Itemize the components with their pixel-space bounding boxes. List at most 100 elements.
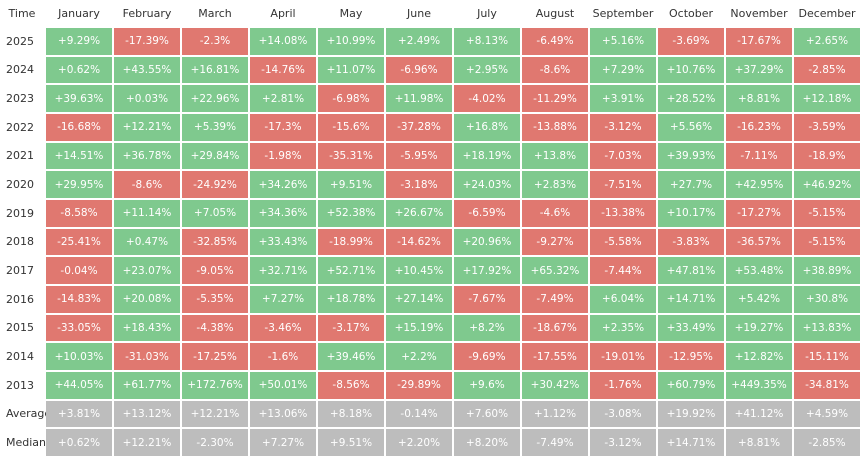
return-cell: -5.15% — [794, 199, 860, 227]
return-cell: +9.51% — [318, 171, 384, 198]
return-cell: +20.96% — [454, 228, 520, 256]
row-label: 2013 — [0, 371, 44, 399]
return-cell: -9.27% — [522, 228, 588, 256]
return-cell: -15.6% — [318, 113, 384, 141]
header-month: October — [658, 0, 724, 26]
return-cell: -19.01% — [590, 343, 656, 370]
summary-cell: +9.51% — [318, 429, 384, 456]
return-cell: -3.59% — [794, 113, 860, 141]
return-cell: -1.76% — [590, 371, 656, 399]
return-cell: +15.19% — [386, 314, 452, 342]
return-cell: -3.69% — [658, 28, 724, 55]
return-cell: -5.58% — [590, 228, 656, 256]
return-cell: +20.08% — [114, 285, 180, 313]
return-cell: -17.25% — [182, 343, 248, 370]
return-cell: -1.98% — [250, 142, 316, 170]
row-label: 2022 — [0, 113, 44, 141]
return-cell: +28.52% — [658, 85, 724, 112]
summary-cell: +7.27% — [250, 429, 316, 456]
return-cell: +12.82% — [726, 343, 792, 370]
return-cell: +27.14% — [386, 285, 452, 313]
summary-cell: +8.18% — [318, 400, 384, 428]
return-cell: -9.69% — [454, 343, 520, 370]
return-cell: -5.35% — [182, 285, 248, 313]
row-label: 2017 — [0, 257, 44, 284]
summary-cell: +7.60% — [454, 400, 520, 428]
return-cell: -17.67% — [726, 28, 792, 55]
return-cell: -1.6% — [250, 343, 316, 370]
summary-cell: -3.08% — [590, 400, 656, 428]
return-cell: +18.19% — [454, 142, 520, 170]
row-label: 2023 — [0, 85, 44, 112]
return-cell: -31.03% — [114, 343, 180, 370]
row-label: Median — [0, 429, 46, 456]
return-cell: +27.7% — [658, 171, 724, 198]
return-cell: +10.76% — [658, 56, 724, 84]
return-cell: +9.6% — [454, 371, 520, 399]
return-cell: +5.39% — [182, 113, 248, 141]
summary-cell: +1.12% — [522, 400, 588, 428]
return-cell: -13.38% — [590, 199, 656, 227]
return-cell: -8.58% — [46, 199, 112, 227]
return-cell: +18.43% — [114, 314, 180, 342]
return-cell: +13.8% — [522, 142, 588, 170]
return-cell: +2.49% — [386, 28, 452, 55]
return-cell: -18.67% — [522, 314, 588, 342]
return-cell: -2.85% — [794, 56, 860, 84]
return-cell: +19.27% — [726, 314, 792, 342]
return-cell: -36.57% — [726, 228, 792, 256]
return-cell: +5.56% — [658, 113, 724, 141]
return-cell: +2.65% — [794, 28, 860, 55]
return-cell: +14.71% — [658, 285, 724, 313]
return-cell: +9.29% — [46, 28, 112, 55]
row-label: 2014 — [0, 343, 44, 370]
return-cell: -11.29% — [522, 85, 588, 112]
return-cell: +61.77% — [114, 371, 180, 399]
return-cell: +0.62% — [46, 56, 112, 84]
header-month: January — [46, 0, 112, 26]
return-cell: +33.49% — [658, 314, 724, 342]
return-cell: +7.27% — [250, 285, 316, 313]
return-cell: -6.98% — [318, 85, 384, 112]
return-cell: -0.04% — [46, 257, 112, 284]
return-cell: +0.47% — [114, 228, 180, 256]
row-label: 2020 — [0, 171, 44, 198]
return-cell: +14.51% — [46, 142, 112, 170]
return-cell: +172.76% — [182, 371, 248, 399]
return-cell: +11.14% — [114, 199, 180, 227]
return-cell: -7.11% — [726, 142, 792, 170]
return-cell: +33.43% — [250, 228, 316, 256]
summary-cell: +3.81% — [46, 400, 112, 428]
return-cell: +36.78% — [114, 142, 180, 170]
return-cell: -7.67% — [454, 285, 520, 313]
return-cell: -34.81% — [794, 371, 860, 399]
summary-cell: -0.14% — [386, 400, 452, 428]
return-cell: +34.26% — [250, 171, 316, 198]
summary-cell: +14.71% — [658, 429, 724, 456]
return-cell: -33.05% — [46, 314, 112, 342]
return-cell: -4.6% — [522, 199, 588, 227]
return-cell: +42.95% — [726, 171, 792, 198]
row-label: 2025 — [0, 28, 44, 55]
return-cell: +12.18% — [794, 85, 860, 112]
header-month: March — [182, 0, 248, 26]
return-cell: -7.44% — [590, 257, 656, 284]
header-month: November — [726, 0, 792, 26]
row-label: 2015 — [0, 314, 44, 342]
header-month: September — [590, 0, 656, 26]
return-cell: -4.38% — [182, 314, 248, 342]
return-cell: -8.6% — [114, 171, 180, 198]
header-month: April — [250, 0, 316, 26]
return-cell: -14.62% — [386, 228, 452, 256]
header-month: May — [318, 0, 384, 26]
return-cell: +39.93% — [658, 142, 724, 170]
return-cell: -16.68% — [46, 113, 112, 141]
return-cell: -17.55% — [522, 343, 588, 370]
return-cell: +52.38% — [318, 199, 384, 227]
return-cell: +2.35% — [590, 314, 656, 342]
header-month: December — [794, 0, 860, 26]
return-cell: +39.63% — [46, 85, 112, 112]
return-cell: +39.46% — [318, 343, 384, 370]
return-cell: -15.11% — [794, 343, 860, 370]
